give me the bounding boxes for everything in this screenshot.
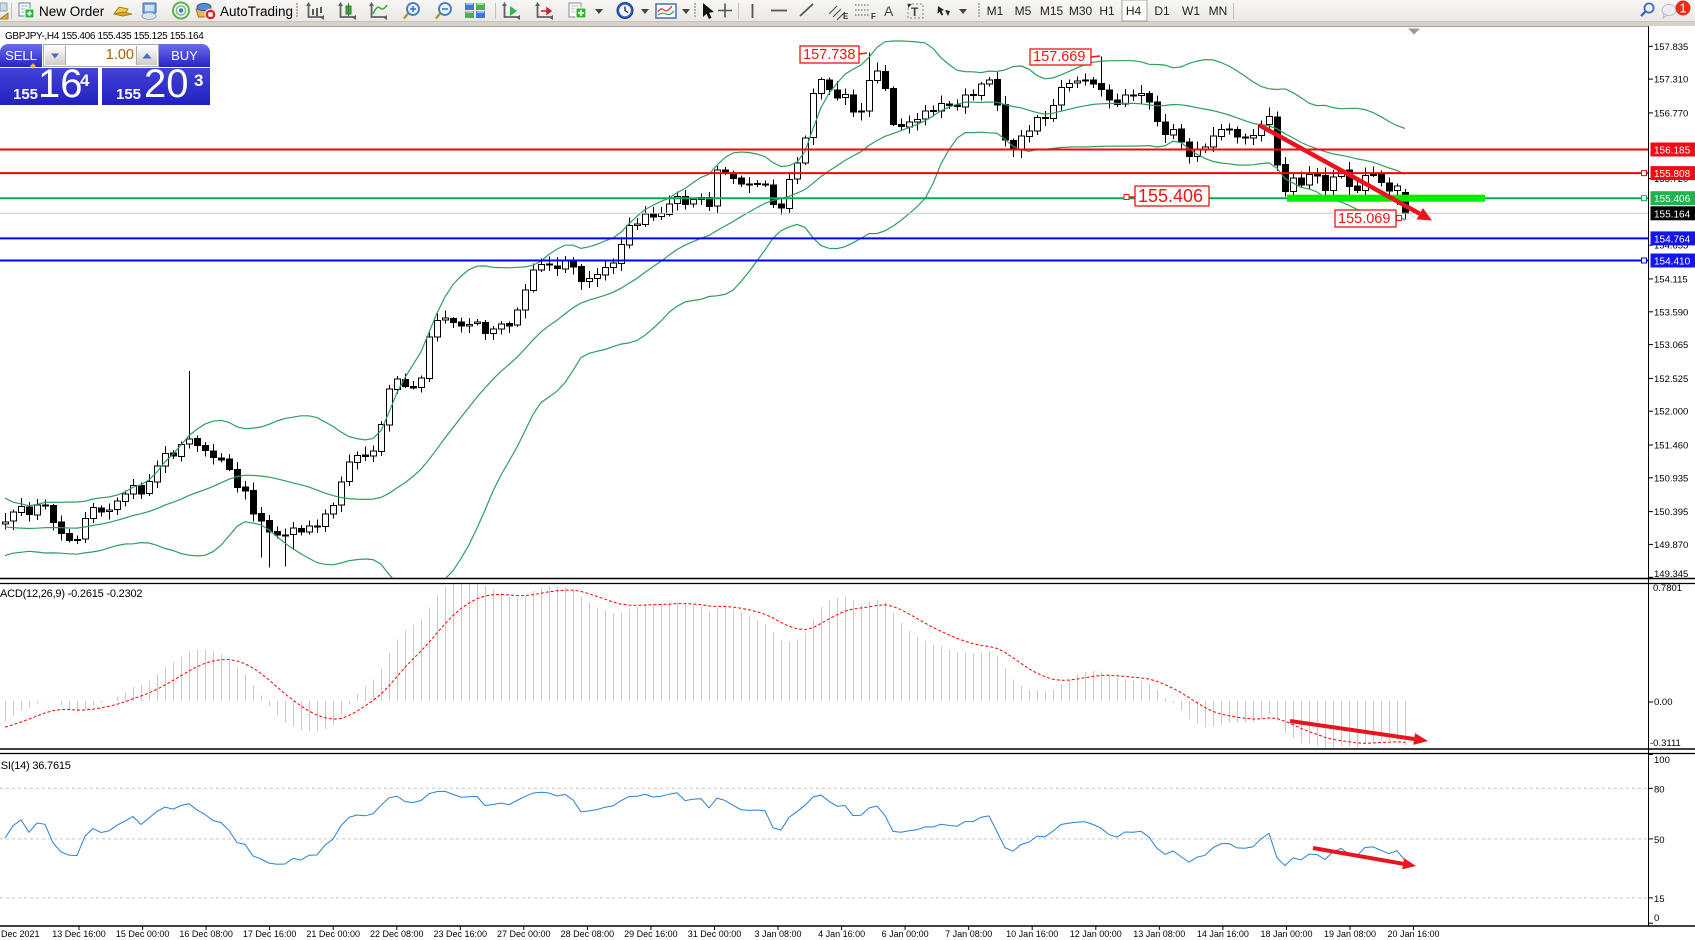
svg-text:MACD(12,26,9) -0.2615 -0.2302: MACD(12,26,9) -0.2615 -0.2302 xyxy=(0,588,142,600)
svg-text:GBPJPY-,H4 155.406 155.435 15: GBPJPY-,H4 155.406 155.435 155.125 155.1… xyxy=(5,31,204,42)
svg-text:28 Dec 08:00: 28 Dec 08:00 xyxy=(561,929,615,939)
svg-text:Dec 2021: Dec 2021 xyxy=(1,929,40,939)
svg-text:T: T xyxy=(911,5,919,19)
svg-text:157.835: 157.835 xyxy=(1654,42,1688,53)
svg-text:154.764: 154.764 xyxy=(1654,234,1691,245)
svg-text:149.345: 149.345 xyxy=(1654,569,1688,580)
svg-text:H1: H1 xyxy=(1099,4,1115,18)
svg-text:150.935: 150.935 xyxy=(1654,473,1688,484)
svg-text:6 Jan 00:00: 6 Jan 00:00 xyxy=(882,929,929,939)
svg-text:F: F xyxy=(871,12,876,21)
svg-text:16 Dec 08:00: 16 Dec 08:00 xyxy=(179,929,233,939)
svg-text:149.870: 149.870 xyxy=(1654,540,1688,551)
svg-text:M30: M30 xyxy=(1069,4,1093,18)
svg-text:154.115: 154.115 xyxy=(1654,274,1688,285)
svg-text:10 Jan 16:00: 10 Jan 16:00 xyxy=(1006,929,1058,939)
svg-text:152.525: 152.525 xyxy=(1654,374,1688,385)
svg-text:17 Dec 16:00: 17 Dec 16:00 xyxy=(243,929,297,939)
svg-text:156.770: 156.770 xyxy=(1654,108,1688,119)
svg-text:153.590: 153.590 xyxy=(1654,307,1688,318)
svg-text:0: 0 xyxy=(1654,913,1659,924)
svg-text:3 Jan 08:00: 3 Jan 08:00 xyxy=(754,929,801,939)
svg-text:MN: MN xyxy=(1209,4,1228,18)
svg-text:155.069: 155.069 xyxy=(1338,211,1390,227)
svg-text:150.395: 150.395 xyxy=(1654,507,1688,518)
svg-text:15: 15 xyxy=(1654,894,1665,905)
svg-text:1: 1 xyxy=(1680,2,1687,16)
svg-text:80: 80 xyxy=(1654,784,1665,795)
svg-text:New Order: New Order xyxy=(39,4,105,19)
svg-text:0.00: 0.00 xyxy=(1654,697,1673,708)
svg-text:15 Dec 00:00: 15 Dec 00:00 xyxy=(116,929,170,939)
svg-text:13 Dec 16:00: 13 Dec 16:00 xyxy=(52,929,106,939)
svg-text:14 Jan 16:00: 14 Jan 16:00 xyxy=(1197,929,1249,939)
svg-text:155.808: 155.808 xyxy=(1654,169,1691,180)
svg-text:M15: M15 xyxy=(1040,4,1064,18)
svg-text:20 Jan 16:00: 20 Jan 16:00 xyxy=(1387,929,1439,939)
svg-text:-0.3111: -0.3111 xyxy=(1650,738,1681,749)
svg-text:21 Dec 00:00: 21 Dec 00:00 xyxy=(306,929,360,939)
svg-text:D1: D1 xyxy=(1154,4,1170,18)
svg-text:W1: W1 xyxy=(1182,4,1200,18)
svg-text:155.406: 155.406 xyxy=(1138,186,1203,206)
svg-text:0.7801: 0.7801 xyxy=(1653,583,1682,594)
svg-text:152.000: 152.000 xyxy=(1654,407,1688,418)
svg-text:A: A xyxy=(884,3,894,19)
svg-text:18 Jan 00:00: 18 Jan 00:00 xyxy=(1260,929,1312,939)
svg-text:31 Dec 00:00: 31 Dec 00:00 xyxy=(688,929,742,939)
svg-text:22 Dec 08:00: 22 Dec 08:00 xyxy=(370,929,424,939)
svg-text:H4: H4 xyxy=(1126,4,1142,18)
svg-text:27 Dec 00:00: 27 Dec 00:00 xyxy=(497,929,551,939)
svg-text:155.406: 155.406 xyxy=(1654,194,1691,205)
svg-text:153.065: 153.065 xyxy=(1654,340,1688,351)
svg-text:50: 50 xyxy=(1654,835,1665,846)
svg-text:29 Dec 16:00: 29 Dec 16:00 xyxy=(624,929,678,939)
svg-text:154.655: 154.655 xyxy=(1654,241,1688,252)
svg-text:156.185: 156.185 xyxy=(1654,146,1691,157)
svg-text:7 Jan 08:00: 7 Jan 08:00 xyxy=(945,929,992,939)
svg-text:151.460: 151.460 xyxy=(1654,441,1688,452)
svg-text:13 Jan 08:00: 13 Jan 08:00 xyxy=(1133,929,1185,939)
svg-text:157.669: 157.669 xyxy=(1033,49,1085,65)
svg-text:AutoTrading: AutoTrading xyxy=(220,4,293,19)
svg-text:154.410: 154.410 xyxy=(1654,257,1691,268)
svg-text:155.164: 155.164 xyxy=(1654,209,1691,220)
svg-text:157.738: 157.738 xyxy=(803,47,855,63)
svg-text:E: E xyxy=(843,12,849,21)
svg-text:157.310: 157.310 xyxy=(1654,75,1688,86)
svg-text:RSI(14) 36.7615: RSI(14) 36.7615 xyxy=(0,760,71,772)
svg-text:M5: M5 xyxy=(1015,4,1032,18)
svg-text:100: 100 xyxy=(1654,755,1670,766)
svg-text:12 Jan 00:00: 12 Jan 00:00 xyxy=(1070,929,1122,939)
svg-text:19 Jan 08:00: 19 Jan 08:00 xyxy=(1324,929,1376,939)
svg-text:4 Jan 16:00: 4 Jan 16:00 xyxy=(818,929,865,939)
svg-text:23 Dec 16:00: 23 Dec 16:00 xyxy=(434,929,488,939)
svg-text:M1: M1 xyxy=(987,4,1004,18)
